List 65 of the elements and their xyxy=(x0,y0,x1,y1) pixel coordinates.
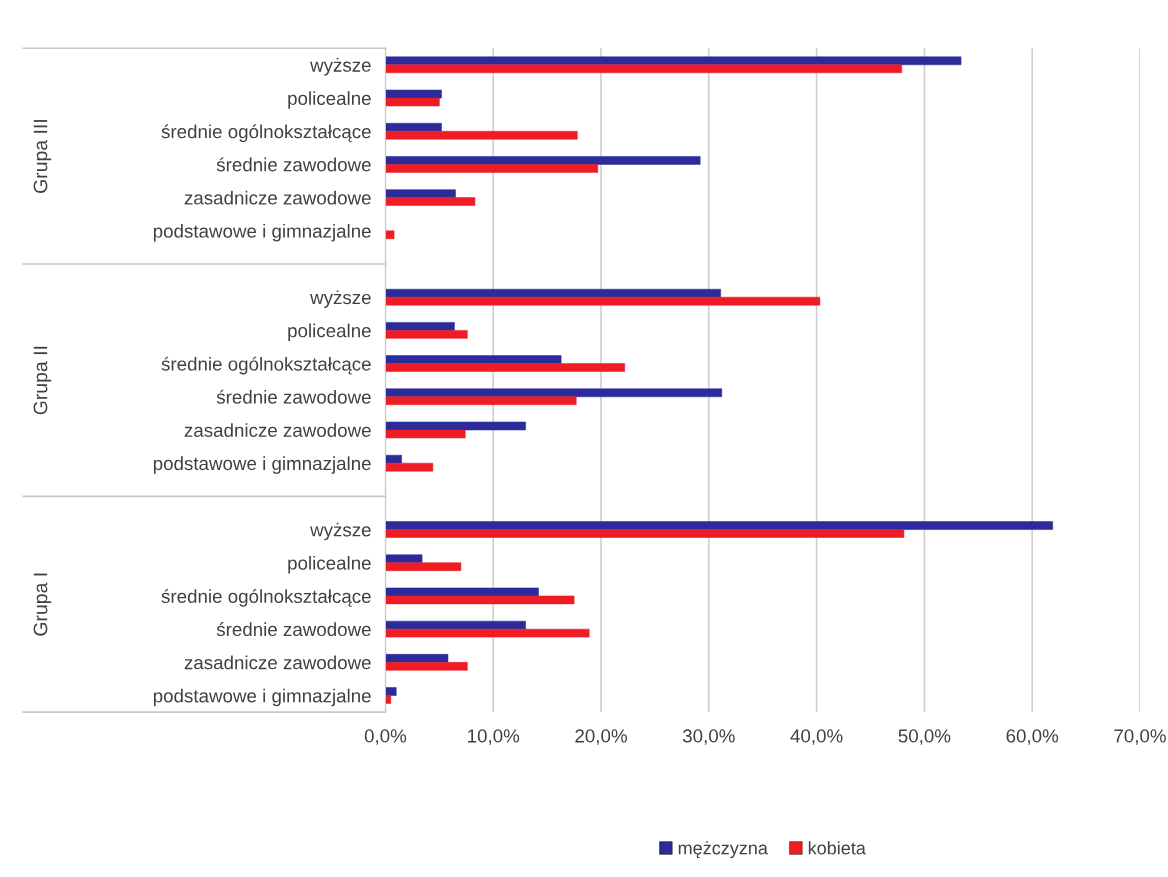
y-tick-label: średnie zawodowe xyxy=(216,157,371,172)
bar xyxy=(385,197,476,206)
y-tick-label: podstawowe i gimnazjalne xyxy=(153,224,371,242)
bar xyxy=(385,230,395,240)
x-tick-label: 30,0% xyxy=(682,729,735,745)
y-tick-label: średnie zawodowe xyxy=(216,389,371,404)
y-tick-label: podstawowe i gimnazjalne xyxy=(153,456,371,474)
bar xyxy=(385,587,539,597)
bar xyxy=(385,554,423,564)
bar xyxy=(385,421,526,431)
x-tick-label: 10,0% xyxy=(468,729,520,745)
bar xyxy=(385,695,392,704)
x-tick-label: 70,0% xyxy=(1114,729,1166,745)
bar xyxy=(385,396,577,406)
bar xyxy=(385,56,962,66)
bar xyxy=(385,654,449,663)
bar xyxy=(385,296,821,306)
y-tick-label: policealne xyxy=(288,91,371,109)
bar xyxy=(385,662,468,671)
y-tick-label: policealne xyxy=(288,555,371,574)
bar xyxy=(385,628,590,638)
y-tick-label: średnie ogólnokształcące xyxy=(161,124,371,143)
bar xyxy=(385,462,434,472)
bar xyxy=(385,89,442,99)
bar xyxy=(385,454,402,464)
bar xyxy=(385,521,1053,530)
bar xyxy=(385,687,397,696)
text: Grupa I xyxy=(33,573,52,636)
y-tick-label: średnie ogólnokształcące xyxy=(161,356,371,375)
y-tick-label: średnie zawodowe xyxy=(216,622,371,637)
bar xyxy=(385,388,723,398)
x-tick-label: 20,0% xyxy=(575,729,627,745)
bar xyxy=(385,288,721,298)
legend-label: kobieta xyxy=(808,841,866,855)
y-tick-label: zasadnicze zawodowe xyxy=(184,423,371,437)
bar xyxy=(385,122,442,132)
y-tick-label: policealne xyxy=(288,323,371,342)
bar xyxy=(385,595,575,605)
x-tick-label: 40,0% xyxy=(790,729,843,745)
bar xyxy=(385,429,466,439)
y-tick-label: zasadnicze zawodowe xyxy=(184,655,371,670)
y-tick-label: zasadnicze zawodowe xyxy=(184,190,371,205)
bar xyxy=(385,355,562,364)
y-tick-label: wyższe xyxy=(310,522,371,541)
text: Grupa II xyxy=(33,346,52,415)
bar xyxy=(385,64,903,74)
bar xyxy=(385,97,440,107)
y-tick-label: podstawowe i gimnazjalne xyxy=(153,688,371,707)
y-tick-label: wyższe xyxy=(310,58,371,76)
bar xyxy=(385,156,701,165)
bar xyxy=(385,322,455,331)
bar xyxy=(385,130,578,140)
y-tick-label: średnie ogólnokształcące xyxy=(161,589,371,607)
bar xyxy=(385,164,599,173)
legend-label: mężczyzna xyxy=(678,841,768,859)
bar xyxy=(385,330,468,339)
bar xyxy=(385,189,456,198)
x-tick-label: 60,0% xyxy=(1006,729,1059,745)
y-tick-label: wyższe xyxy=(310,290,371,308)
text: Grupa III xyxy=(33,120,52,193)
x-tick-label: 0,0% xyxy=(364,729,407,745)
bar xyxy=(385,562,462,571)
bar xyxy=(385,529,905,538)
bar xyxy=(385,363,626,372)
x-tick-label: 50,0% xyxy=(898,729,951,745)
